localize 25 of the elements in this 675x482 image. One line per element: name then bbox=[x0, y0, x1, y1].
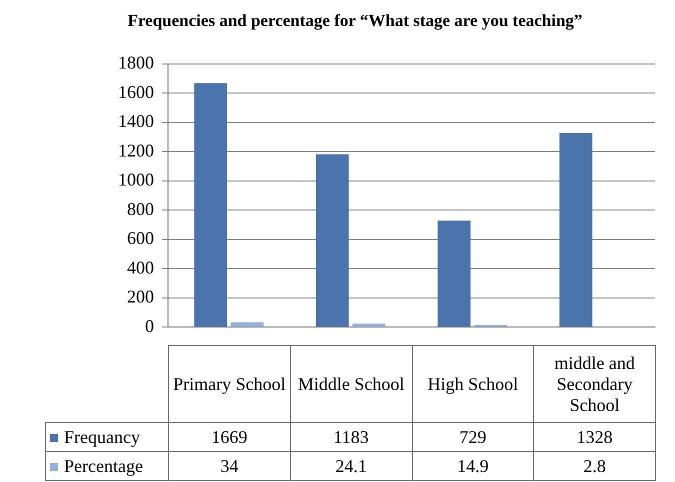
y-tick-label: 1600 bbox=[118, 82, 154, 102]
x-tick-label: middle and Secondary School bbox=[534, 346, 656, 422]
y-tick-label: 400 bbox=[127, 257, 154, 278]
data-label: 24.1 bbox=[290, 452, 412, 480]
y-tick-label: 1800 bbox=[118, 52, 154, 73]
data-label: 14.9 bbox=[412, 452, 534, 480]
y-tick-label: 1200 bbox=[118, 140, 154, 160]
legend-label: Frequancy bbox=[63, 426, 141, 448]
x-tick-label: Middle School bbox=[290, 346, 412, 422]
y-tick-label: 0 bbox=[145, 316, 154, 336]
data-label: 1183 bbox=[290, 422, 412, 452]
y-tick-label: 200 bbox=[127, 286, 154, 307]
x-tick-label: Primary School bbox=[168, 346, 290, 422]
data-label: 1328 bbox=[534, 422, 656, 452]
x-tick-label: High School bbox=[412, 346, 534, 422]
y-tick-label: 1400 bbox=[118, 111, 154, 132]
legend-label: Percentage bbox=[63, 456, 144, 476]
data-label: 2.8 bbox=[534, 452, 656, 480]
data-label: 34 bbox=[168, 452, 290, 480]
y-tick-label: 1000 bbox=[118, 170, 154, 190]
chart-title: Frequencies and percentage for “What stage are you teaching” bbox=[126, 10, 584, 31]
data-label: 729 bbox=[412, 422, 534, 452]
y-tick-label: 800 bbox=[127, 198, 154, 219]
y-tick-label: 600 bbox=[127, 228, 154, 248]
data-label: 1669 bbox=[168, 422, 290, 452]
